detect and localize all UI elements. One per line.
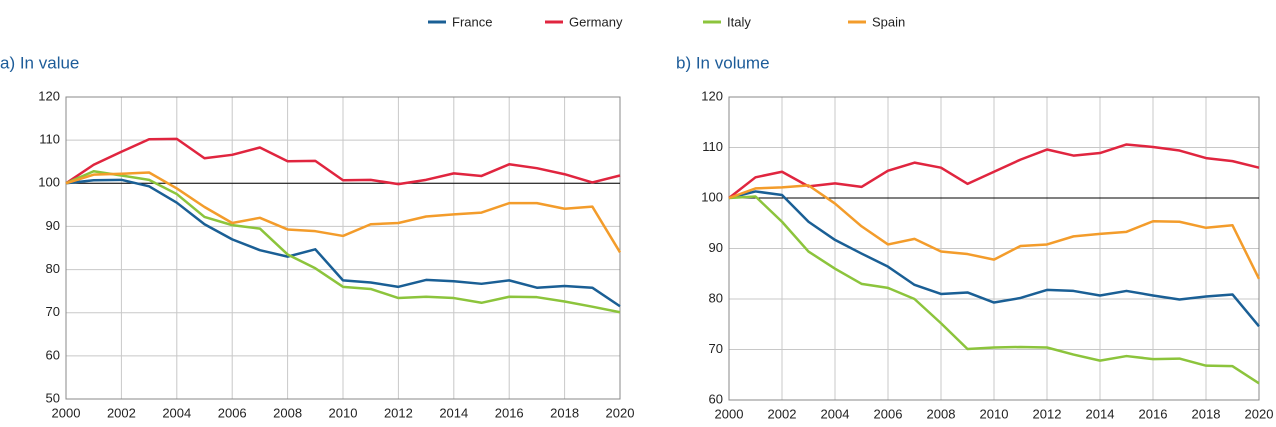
x-tick-label: 2020 bbox=[1245, 406, 1274, 421]
y-tick-label: 70 bbox=[709, 341, 723, 356]
x-tick-label: 2004 bbox=[821, 406, 850, 421]
plot-frame bbox=[65, 96, 621, 400]
y-tick-label: 90 bbox=[709, 240, 723, 255]
y-tick-label: 60 bbox=[46, 347, 60, 362]
y-tick-label: 60 bbox=[709, 391, 723, 406]
x-tick-label: 2006 bbox=[218, 405, 247, 420]
series-line bbox=[65, 171, 622, 253]
x-tick-label: 2008 bbox=[927, 406, 956, 421]
legend-label: Spain bbox=[872, 14, 905, 29]
y-tick-label: 70 bbox=[46, 304, 60, 319]
series-line bbox=[65, 137, 621, 186]
legend-label: Germany bbox=[569, 14, 623, 29]
x-tick-label: 2018 bbox=[550, 405, 579, 420]
x-tick-label: 2010 bbox=[329, 405, 358, 420]
x-tick-label: 2010 bbox=[980, 406, 1009, 421]
x-tick-label: 2016 bbox=[495, 405, 524, 420]
legend-label: France bbox=[452, 14, 492, 29]
plot-frame bbox=[728, 96, 1260, 401]
x-tick-label: 2002 bbox=[107, 405, 136, 420]
x-tick-label: 2008 bbox=[273, 405, 302, 420]
series-line bbox=[65, 178, 621, 308]
x-tick-label: 2006 bbox=[874, 406, 903, 421]
chart-title: b) In volume bbox=[676, 53, 770, 72]
x-tick-label: 2000 bbox=[52, 405, 81, 420]
series-line bbox=[728, 184, 1261, 280]
legend-label: Italy bbox=[727, 14, 751, 29]
x-tick-label: 2016 bbox=[1139, 406, 1168, 421]
y-tick-label: 80 bbox=[709, 290, 723, 305]
series-line bbox=[728, 143, 1260, 199]
x-tick-label: 2000 bbox=[715, 406, 744, 421]
x-tick-label: 2018 bbox=[1192, 406, 1221, 421]
y-tick-label: 100 bbox=[38, 175, 60, 190]
chart-title: a) In value bbox=[0, 53, 79, 72]
y-tick-label: 110 bbox=[702, 139, 723, 154]
y-tick-label: 100 bbox=[701, 189, 723, 204]
y-tick-label: 80 bbox=[46, 261, 60, 276]
x-tick-label: 2014 bbox=[439, 405, 468, 420]
x-tick-label: 2002 bbox=[768, 406, 797, 421]
y-tick-label: 50 bbox=[46, 390, 60, 405]
x-tick-label: 2012 bbox=[1033, 406, 1062, 421]
y-tick-label: 120 bbox=[38, 88, 60, 103]
y-tick-label: 110 bbox=[39, 132, 60, 147]
series-line bbox=[728, 195, 1260, 385]
x-tick-label: 2012 bbox=[384, 405, 413, 420]
x-tick-label: 2020 bbox=[606, 405, 635, 420]
x-tick-label: 2004 bbox=[162, 405, 191, 420]
y-tick-label: 90 bbox=[46, 218, 60, 233]
series-line bbox=[728, 190, 1260, 328]
x-tick-label: 2014 bbox=[1086, 406, 1115, 421]
series-line bbox=[65, 169, 621, 314]
y-tick-label: 120 bbox=[701, 88, 723, 103]
